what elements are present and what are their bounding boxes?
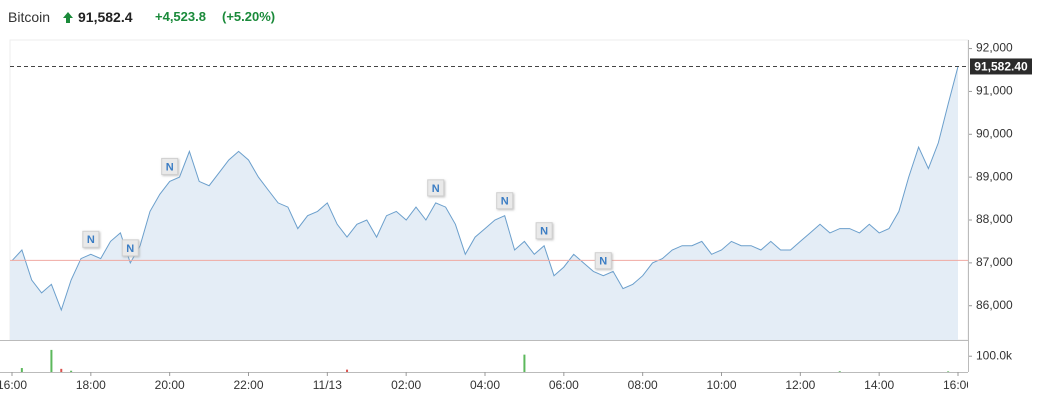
x-tick-label: 16:00 bbox=[0, 378, 27, 392]
news-marker bbox=[82, 230, 100, 248]
news-marker bbox=[161, 157, 179, 175]
news-marker-label: N bbox=[87, 234, 95, 246]
news-marker-label: N bbox=[540, 226, 548, 238]
current-price-label: 91,582.40 bbox=[974, 60, 1028, 74]
x-tick-label: 10:00 bbox=[706, 378, 736, 392]
x-axis: 16:00 18:00 20:00 22:00 11/13 02:00 04:00 06:00… bbox=[0, 372, 973, 392]
x-tick-label: 12:00 bbox=[785, 378, 815, 392]
header: Bitcoin 91,582.4 +4,523.8 (+5.20%) bbox=[8, 9, 275, 25]
news-marker-label: N bbox=[126, 243, 134, 255]
news-marker bbox=[496, 192, 514, 210]
volume-bar bbox=[947, 371, 950, 372]
instrument-name: Bitcoin bbox=[8, 9, 50, 25]
x-tick-label: 22:00 bbox=[233, 378, 263, 392]
volume-bar bbox=[346, 369, 349, 372]
news-marker bbox=[594, 252, 612, 270]
volume-bar bbox=[60, 368, 63, 372]
x-tick-label: 08:00 bbox=[628, 378, 658, 392]
area bbox=[10, 66, 958, 340]
y-tick-label: 87,000 bbox=[976, 255, 1013, 269]
up-arrow bbox=[63, 12, 73, 23]
x-tick-label: 11/13 bbox=[313, 378, 342, 392]
volume-bar bbox=[20, 368, 23, 372]
y-tick-label: 86,000 bbox=[976, 298, 1013, 312]
change-percent: (+5.20%) bbox=[222, 9, 275, 24]
volume-tick-label: 100.0k bbox=[976, 348, 1013, 362]
plot: Investing.comNNNNNNN91,582.4086,00087,00… bbox=[0, 39, 1032, 392]
news-marker bbox=[535, 222, 553, 240]
volume-bar bbox=[838, 371, 841, 372]
y-tick-label: 91,000 bbox=[976, 84, 1013, 98]
news-marker-label: N bbox=[599, 256, 607, 268]
change: +4,523.8 bbox=[155, 9, 206, 24]
price-line bbox=[11, 66, 959, 312]
news-marker bbox=[121, 239, 139, 257]
volume-bar bbox=[50, 349, 53, 372]
news-marker bbox=[427, 179, 445, 197]
x-tick-label: 20:00 bbox=[155, 378, 185, 392]
news-marker-label: N bbox=[166, 161, 174, 173]
news-marker-label: N bbox=[501, 196, 509, 208]
volume-bar bbox=[70, 370, 73, 372]
price: 91,582.4 bbox=[78, 9, 133, 25]
y-tick-label: 90,000 bbox=[976, 126, 1013, 140]
volume-bar bbox=[523, 354, 526, 372]
current-price-box bbox=[970, 58, 1032, 75]
x-tick-label: 14:00 bbox=[864, 378, 894, 392]
y-tick-label: 88,000 bbox=[976, 212, 1013, 226]
news-marker-label: N bbox=[432, 183, 440, 195]
x-tick-label: 18:00 bbox=[76, 378, 106, 392]
x-tick-label: 04:00 bbox=[470, 378, 500, 392]
x-tick-label: 16:00 bbox=[943, 378, 973, 392]
x-tick-label: 06:00 bbox=[549, 378, 579, 392]
x-tick-label: 02:00 bbox=[391, 378, 421, 392]
y-tick-label: 92,000 bbox=[976, 41, 1013, 55]
y-tick-label: 89,000 bbox=[976, 169, 1013, 183]
